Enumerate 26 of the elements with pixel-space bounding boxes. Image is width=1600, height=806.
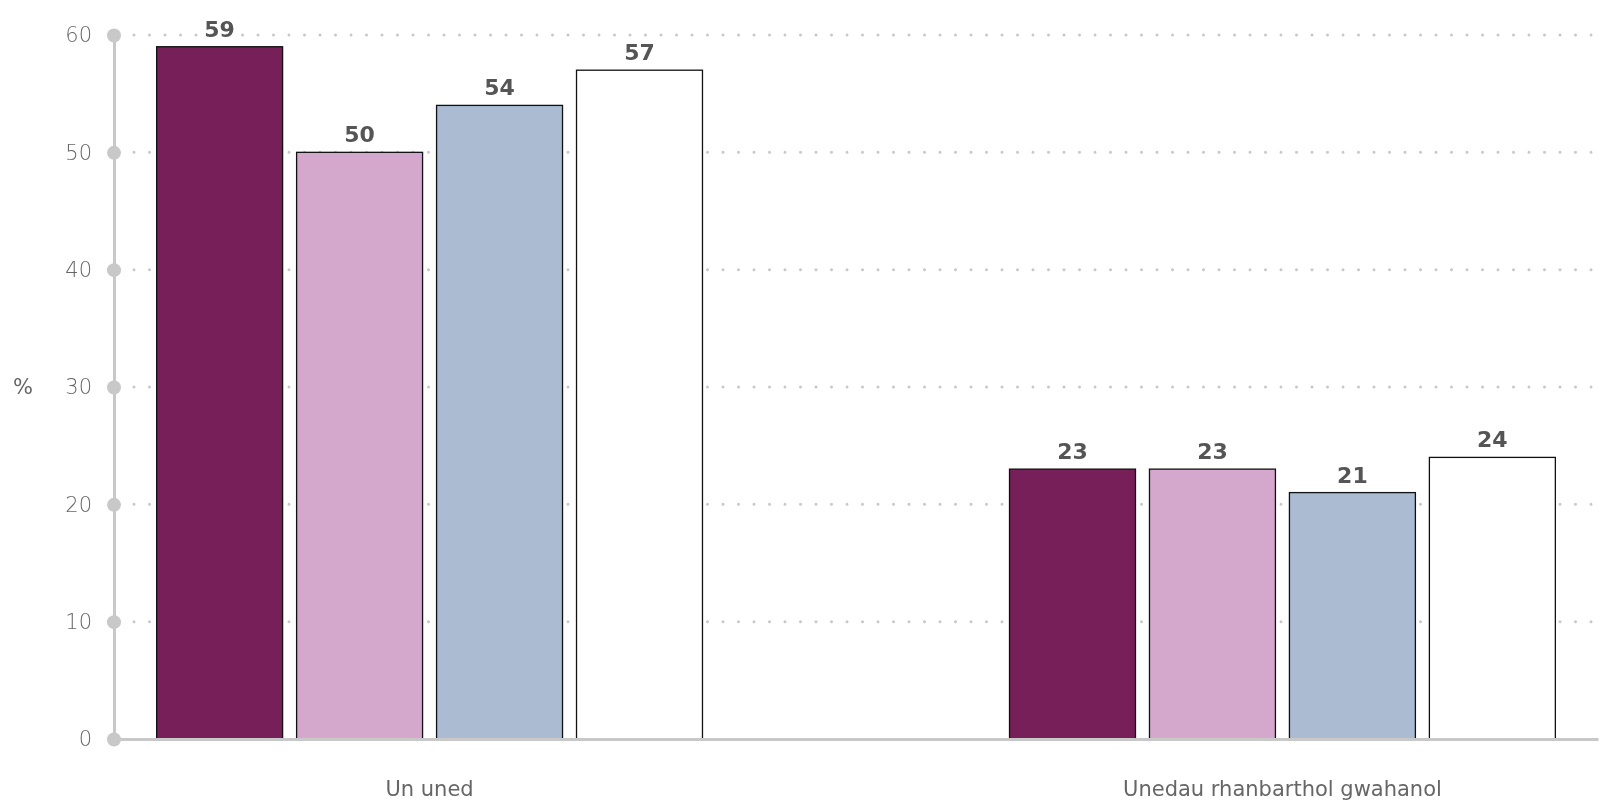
data-label: 57 [624,40,655,66]
y-tick-label: 30 [65,375,92,400]
data-label: 23 [1057,439,1088,465]
data-label: 21 [1337,462,1368,488]
y-tick-label: 60 [65,23,92,48]
y-tick-label: 0 [78,727,92,752]
data-label: 50 [344,122,375,148]
x-tick-label: Unedau rhanbarthol gwahanol [1123,776,1442,801]
bar [155,46,284,740]
data-label: 59 [204,16,235,42]
y-tick-label: 50 [65,140,92,165]
y-tick-label: 10 [65,609,92,634]
data-label: 54 [484,75,515,101]
y-tick-label: 40 [65,257,92,282]
data-label: 24 [1477,427,1508,453]
bar [575,69,704,740]
x-tick-label: Un uned [385,776,474,801]
bar [1288,491,1417,740]
bar [1008,468,1137,740]
y-axis-title: % [13,375,33,399]
y-tick-label: 20 [65,492,92,517]
data-label: 23 [1197,439,1228,465]
bar [295,151,424,740]
bar [435,104,564,740]
bar [1428,456,1556,740]
bar [1148,468,1277,740]
